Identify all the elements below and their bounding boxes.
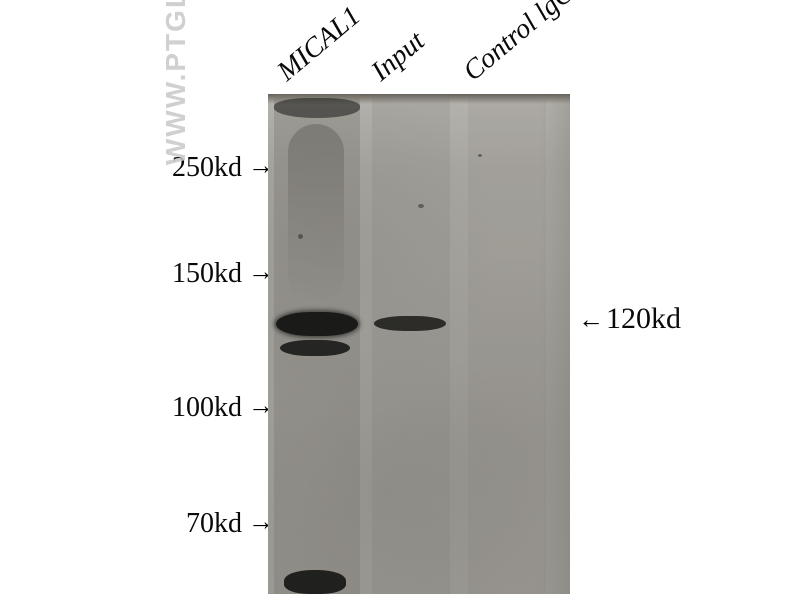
blot-right-edge: [540, 94, 570, 594]
marker-label: 100kd: [172, 392, 242, 424]
lane-shadow: [372, 94, 450, 594]
band: [280, 340, 350, 356]
speck: [298, 234, 303, 239]
lane-label: MICAL1: [271, 0, 367, 88]
detected-band-label: 120kd: [606, 302, 681, 336]
figure-container: WWW.PTGLAB.COM MICAL1 Input Control lgG …: [0, 0, 800, 600]
band: [284, 570, 346, 594]
speck: [418, 204, 424, 208]
marker-label: 150kd: [172, 258, 242, 290]
band: [274, 98, 360, 118]
marker-label: 70kd: [186, 508, 242, 540]
arrow-left-icon: ←: [578, 304, 604, 335]
band: [276, 312, 358, 336]
band: [374, 316, 446, 331]
smear: [288, 124, 344, 304]
lane-shadow: [468, 94, 546, 594]
lane-label: Control lgG: [457, 0, 581, 88]
western-blot-image: [268, 94, 570, 594]
lane-label: Input: [365, 25, 431, 88]
speck: [478, 154, 482, 157]
watermark-text: WWW.PTGLAB.COM: [160, 0, 192, 165]
